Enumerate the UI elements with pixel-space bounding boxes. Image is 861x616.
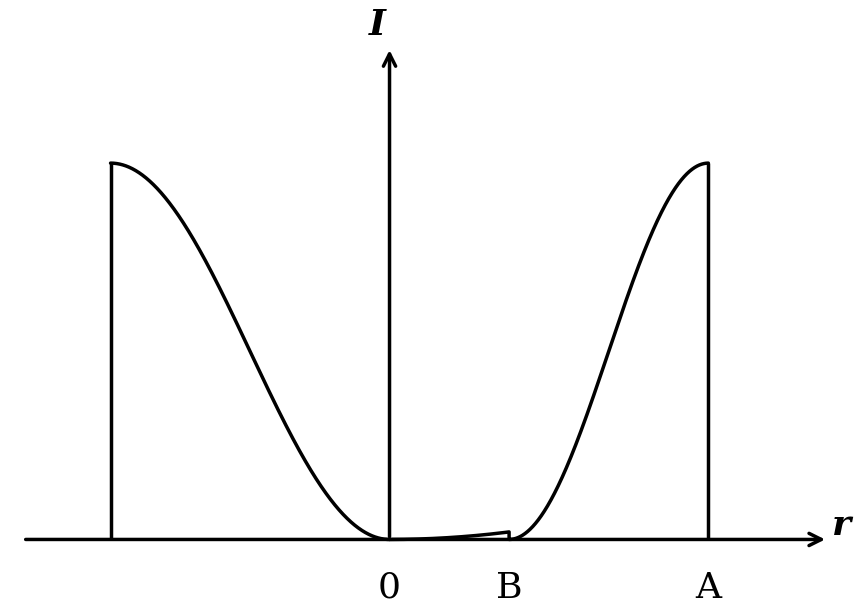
Text: r: r — [831, 508, 850, 542]
Text: 0: 0 — [378, 571, 400, 605]
Text: I: I — [369, 9, 385, 43]
Text: A: A — [695, 571, 721, 605]
Text: B: B — [495, 571, 522, 605]
